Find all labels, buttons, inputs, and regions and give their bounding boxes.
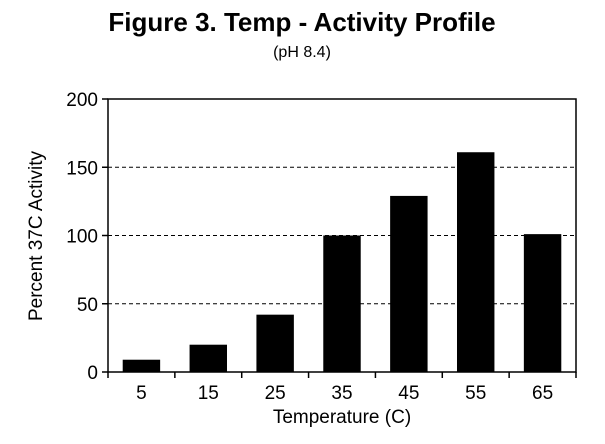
x-tick-label: 15 (198, 383, 219, 404)
x-tick-label: 25 (265, 383, 286, 404)
bar-15 (189, 344, 228, 372)
x-tick-label: 65 (532, 383, 553, 404)
bar-45 (390, 195, 428, 372)
x-tick-label: 55 (465, 383, 486, 404)
x-tick-label: 5 (136, 383, 147, 404)
y-tick-label: 200 (66, 90, 98, 111)
plot-frame (107, 98, 577, 373)
y-tick-label: 50 (77, 295, 98, 316)
y-tick-label: 0 (87, 363, 98, 384)
tick-labels: 0 50 100 150 200 5 15 25 35 45 55 65 (66, 90, 553, 404)
bar-25 (256, 314, 294, 372)
y-tick-label: 150 (66, 158, 98, 179)
x-tick-label: 45 (398, 383, 419, 404)
y-axis-label: Percent 37C Activity (26, 150, 47, 321)
bars (122, 152, 562, 372)
chart-title: Figure 3. Temp - Activity Profile (108, 7, 495, 37)
bar-35 (323, 235, 361, 372)
bar-55 (456, 152, 495, 372)
bar-5 (122, 359, 161, 372)
axes (102, 98, 577, 378)
x-tick-label: 35 (331, 383, 352, 404)
y-tick-label: 100 (66, 227, 98, 248)
chart-subtitle: (pH 8.4) (273, 44, 331, 61)
bar-65 (523, 234, 562, 372)
x-axis-label: Temperature (C) (273, 407, 411, 428)
